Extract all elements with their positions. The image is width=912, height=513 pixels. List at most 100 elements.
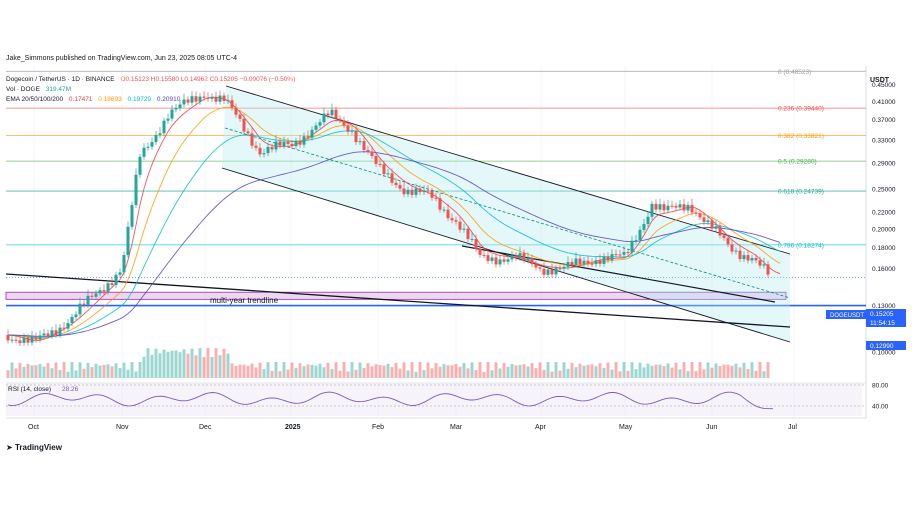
candle-body-83: [338, 118, 342, 121]
candle-body-60: [246, 131, 250, 134]
ohlc-values: O0.15123 H0.15580 L0.14962 C0.15205 −0.0…: [120, 76, 296, 83]
candle-body-106: [430, 191, 434, 198]
candle-body-126: [510, 255, 514, 260]
candle-body-102: [414, 188, 418, 195]
volume-bar-164: [662, 366, 666, 378]
volume-bar-124: [502, 362, 506, 378]
volume-bar-31: [130, 362, 134, 378]
y-tick-label-0: 0.45000: [872, 82, 896, 89]
candle-body-25: [106, 283, 110, 292]
candle-body-80: [326, 113, 330, 116]
volume-bar-117: [474, 370, 478, 378]
candle-body-182: [734, 250, 738, 252]
candle-body-177: [714, 226, 718, 229]
ema200-value: 0.20910: [156, 96, 181, 103]
candle-body-57: [234, 107, 238, 115]
volume-bar-105: [426, 362, 430, 378]
volume-bar-61: [250, 363, 254, 378]
candle-body-64: [262, 153, 266, 155]
volume-label[interactable]: Vol · DOGE: [6, 86, 40, 93]
volume-bar-45: [186, 353, 190, 378]
volume-bar-128: [518, 365, 522, 378]
candle-body-47: [194, 96, 198, 102]
fib-label-3: 0.5 (0.29280): [778, 159, 817, 166]
volume-bar-180: [726, 364, 730, 378]
volume-bar-17: [74, 370, 78, 378]
candle-body-168: [678, 204, 682, 208]
volume-bar-155: [626, 370, 630, 378]
rsi-label[interactable]: RSI (14, close): [8, 386, 51, 393]
volume-bar-188: [758, 362, 762, 378]
volume-bar-127: [514, 365, 518, 378]
brand-text: TradingView: [14, 443, 62, 452]
candle-body-180: [726, 237, 730, 245]
candle-body-104: [422, 190, 426, 193]
candle-body-7: [34, 336, 38, 340]
volume-bar-23: [98, 365, 102, 378]
candle-body-100: [406, 189, 410, 195]
candle-body-5: [26, 337, 30, 343]
volume-bar-43: [178, 352, 182, 378]
candle-body-178: [718, 226, 722, 236]
candle-body-33: [138, 156, 142, 175]
volume-bar-66: [270, 370, 274, 378]
candle-body-164: [662, 204, 666, 211]
volume-bar-157: [634, 369, 638, 378]
volume-bar-153: [618, 371, 622, 378]
volume-bar-69: [282, 362, 286, 378]
candle-body-117: [474, 239, 478, 249]
volume-bar-65: [266, 362, 270, 378]
volume-bar-20: [86, 362, 90, 378]
candle-body-141: [570, 261, 574, 265]
volume-bar-29: [122, 362, 126, 378]
candle-body-148: [598, 260, 602, 264]
volume-bar-169: [682, 362, 686, 378]
candle-body-160: [646, 216, 650, 224]
candle-body-124: [502, 259, 506, 262]
volume-bar-27: [114, 363, 118, 378]
candle-body-190: [766, 264, 770, 275]
volume-bar-147: [594, 366, 598, 378]
volume-bar-78: [318, 363, 322, 378]
candle-body-28: [118, 272, 122, 275]
volume-bar-138: [558, 370, 562, 378]
candle-body-71: [290, 143, 294, 147]
trendline-label: multi-year trendline: [210, 296, 279, 305]
volume-bar-139: [562, 362, 566, 378]
ema-label[interactable]: EMA 20/50/100/200: [6, 96, 64, 103]
symbol-legend: Dogecoin / TetherUS · 1D · BINANCE O0.15…: [6, 76, 299, 83]
volume-bar-51: [210, 357, 214, 378]
candle-body-179: [722, 235, 726, 238]
candle-body-70: [286, 141, 290, 144]
candle-body-59: [242, 118, 246, 132]
volume-bar-14: [62, 362, 66, 378]
candle-body-54: [222, 95, 226, 101]
symbol-title[interactable]: Dogecoin / TetherUS · 1D · BINANCE: [6, 76, 115, 83]
candle-body-115: [466, 228, 470, 240]
y-tick-label-10: 0.13000: [872, 303, 896, 310]
candle-body-97: [394, 182, 398, 186]
candle-body-44: [182, 99, 186, 105]
candle-body-143: [578, 258, 582, 265]
candle-body-24: [102, 290, 106, 292]
volume-bar-154: [622, 362, 626, 378]
volume-bar-53: [218, 355, 222, 378]
candle-body-92: [374, 155, 378, 164]
volume-bar-67: [274, 362, 278, 378]
candle-body-167: [674, 205, 678, 208]
candle-body-189: [762, 264, 766, 266]
candle-body-170: [686, 204, 690, 211]
ema-line-3: [8, 151, 781, 337]
volume-bar-80: [326, 362, 330, 378]
volume-bar-92: [374, 364, 378, 378]
volume-bar-190: [766, 362, 770, 378]
candle-body-65: [266, 146, 270, 154]
volume-bar-142: [574, 367, 578, 378]
candle-body-20: [86, 295, 90, 305]
candle-body-188: [758, 260, 762, 266]
candle-body-52: [214, 96, 218, 102]
candle-body-144: [582, 260, 586, 265]
volume-bar-122: [494, 362, 498, 378]
candle-body-99: [402, 188, 406, 195]
